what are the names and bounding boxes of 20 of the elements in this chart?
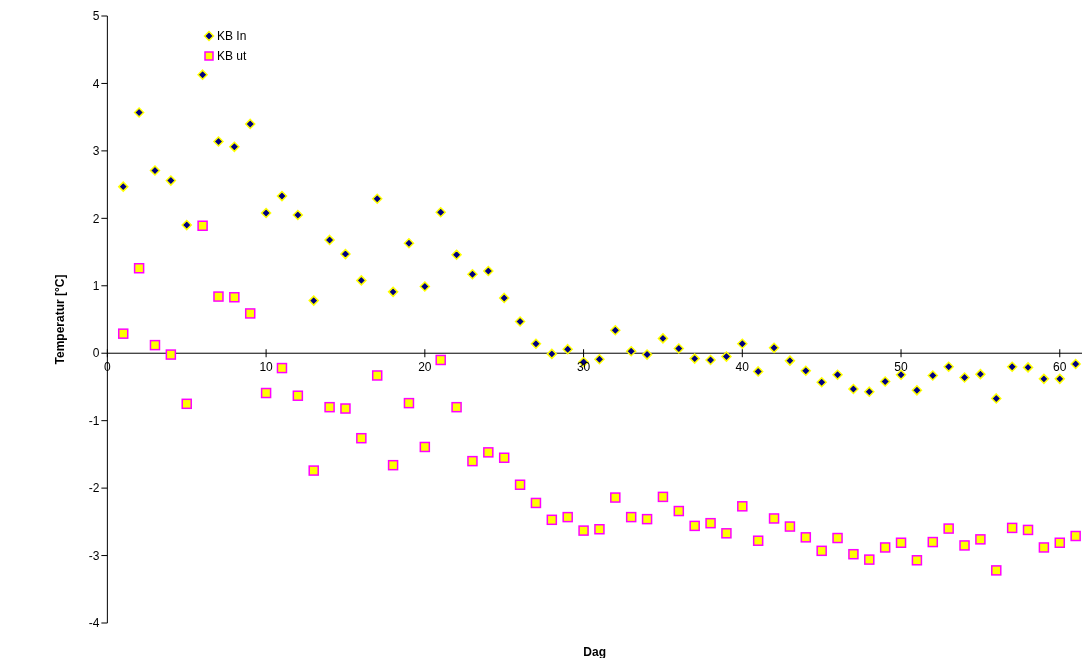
y-tick-label: 5 <box>92 9 100 24</box>
y-tick-label: 4 <box>92 76 100 91</box>
y-tick-label: -2 <box>88 481 100 496</box>
y-tick-label: -1 <box>88 413 100 428</box>
y-tick-label: -4 <box>88 616 100 631</box>
y-axis-title: Temperatur [°C] <box>52 274 67 365</box>
y-tick-label: -3 <box>88 548 100 563</box>
legend-label: KB ut <box>217 48 247 65</box>
x-tick-label: 30 <box>576 360 591 375</box>
y-tick-label: 2 <box>92 211 100 226</box>
x-tick-label: 60 <box>1053 360 1067 375</box>
x-tick-label: 10 <box>259 360 274 375</box>
x-axis-title: Dag <box>583 645 607 659</box>
x-tick-label: 40 <box>735 360 750 375</box>
x-tick-label: 50 <box>894 360 909 375</box>
legend-label: KB In <box>217 28 247 45</box>
x-tick-label: 20 <box>418 360 432 375</box>
y-tick-label: 0 <box>92 346 100 361</box>
y-tick-label: 1 <box>92 279 100 294</box>
y-tick-label: 3 <box>92 144 100 159</box>
